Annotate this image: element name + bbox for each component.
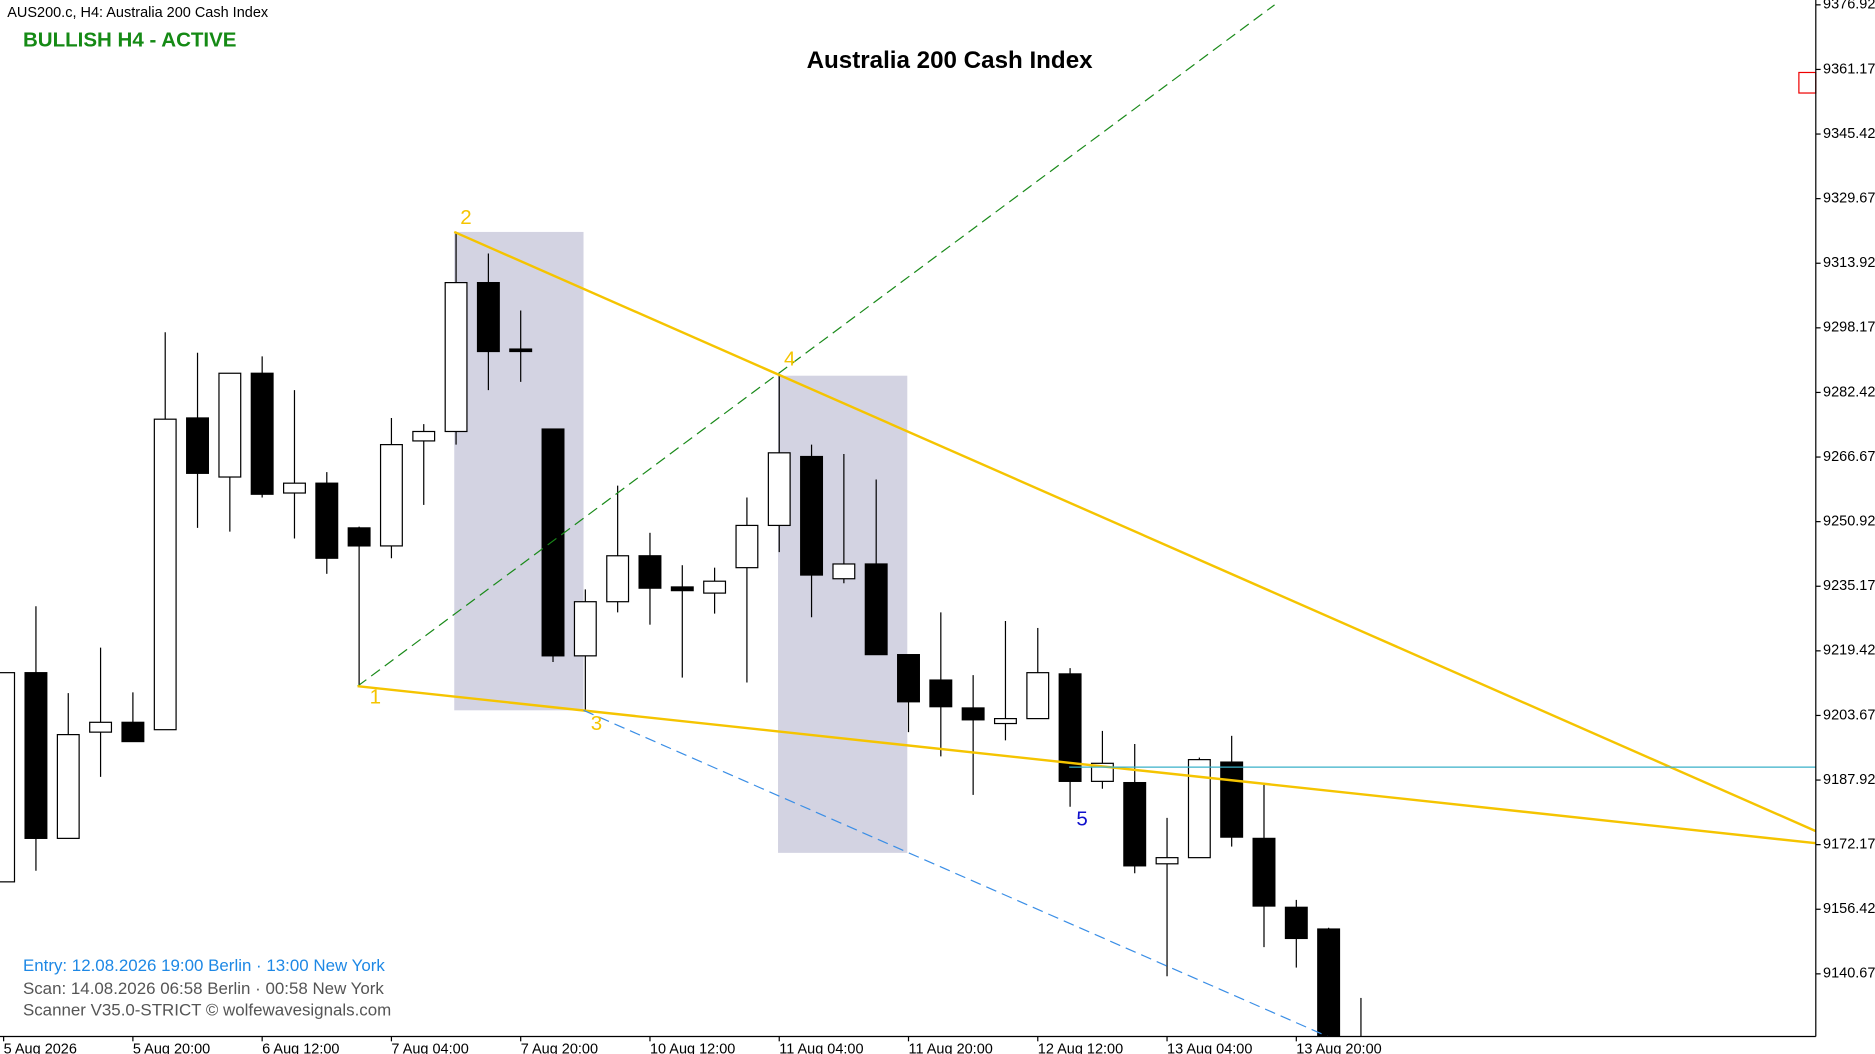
- y-tick-label: 9376.92: [1823, 0, 1875, 13]
- candle-down: [1317, 928, 1341, 1037]
- point-label: 2: [460, 206, 471, 229]
- chart-title: Australia 200 Cash Index: [807, 47, 1094, 74]
- point-label: 1: [370, 686, 381, 709]
- y-tick-label: 9187.92: [1823, 772, 1875, 788]
- target-line: [357, 4, 1275, 687]
- candle-down: [186, 417, 210, 474]
- y-tick-label: 9266.67: [1823, 449, 1875, 465]
- zone: [778, 375, 908, 853]
- candle-down: [1058, 673, 1082, 782]
- candles: [0, 231, 1362, 1037]
- candle-up: [0, 672, 16, 883]
- candle-up: [573, 601, 597, 657]
- candle-up: [1026, 672, 1050, 720]
- x-tick-label: 6 Aug 12:00: [262, 1042, 339, 1054]
- candle-up: [1187, 759, 1211, 859]
- candle-down: [638, 555, 662, 589]
- candle-up: [1155, 857, 1179, 865]
- candle-down: [1252, 837, 1276, 907]
- candle-up: [412, 430, 436, 442]
- x-tick-label: 13 Aug 20:00: [1296, 1042, 1381, 1054]
- candle-down: [864, 563, 888, 656]
- candle-up: [379, 444, 403, 547]
- candle-down: [541, 428, 565, 657]
- y-tick-label: 9156.42: [1823, 901, 1875, 917]
- candle-down: [1123, 781, 1147, 867]
- candle-down: [476, 281, 500, 353]
- candle-down: [800, 455, 824, 576]
- candle-down: [24, 672, 48, 839]
- candle-up: [606, 555, 630, 603]
- wedge-line: [453, 230, 1816, 833]
- x-tick-label: 7 Aug 04:00: [391, 1042, 468, 1054]
- x-tick-label: 10 Aug 12:00: [650, 1042, 735, 1054]
- x-tick-label: 7 Aug 20:00: [521, 1042, 598, 1054]
- candle-down: [1220, 761, 1244, 838]
- header: AUS200.c, H4: Australia 200 Cash Index: [7, 5, 269, 21]
- candle-up: [444, 281, 468, 433]
- candle-up: [703, 580, 727, 594]
- candle-down: [1284, 906, 1308, 940]
- candle-down: [509, 348, 533, 353]
- candle-up: [89, 721, 113, 733]
- candle-up: [993, 718, 1017, 725]
- wedge-line: [357, 684, 1816, 845]
- candle-up: [735, 524, 759, 569]
- x-tick-label: 11 Aug 04:00: [779, 1042, 863, 1054]
- y-tick-label: 9282.42: [1823, 384, 1875, 400]
- y-tick-label: 9219.42: [1823, 643, 1875, 659]
- y-tick-label: 9235.17: [1823, 578, 1875, 594]
- pattern-lines: [357, 4, 1816, 1037]
- candle-up: [832, 563, 856, 580]
- y-tick-label: 9172.17: [1823, 836, 1875, 852]
- y-tick-label: 9361.17: [1823, 61, 1875, 77]
- footer-line: Entry: 12.08.2026 19:00 Berlin · 13:00 N…: [23, 956, 385, 975]
- candle-up: [218, 372, 242, 478]
- y-tick-label: 9329.67: [1823, 190, 1875, 206]
- candle-down: [121, 721, 145, 743]
- footer-line: Scanner V35.0-STRICT © wolfewavesignals.…: [23, 1001, 391, 1020]
- x-tick-label: 12 Aug 12:00: [1038, 1042, 1123, 1054]
- point-label: 4: [784, 347, 795, 370]
- candle-down: [929, 679, 953, 708]
- y-tick-label: 9250.92: [1823, 513, 1875, 529]
- y-tick-label: 9140.67: [1823, 966, 1875, 982]
- candle-down: [250, 372, 274, 495]
- point-label: 5: [1076, 808, 1087, 831]
- x-tick-label: 5 Aug 2026: [4, 1042, 77, 1054]
- y-tick-label: 9345.42: [1823, 126, 1875, 142]
- y-tick-label: 9298.17: [1823, 320, 1875, 336]
- status: BULLISH H4 - ACTIVE: [23, 28, 237, 51]
- candle-up: [56, 733, 80, 839]
- y-tick-label: 9203.67: [1823, 707, 1875, 723]
- candle-down: [347, 527, 371, 547]
- footer-line: Scan: 14.08.2026 06:58 Berlin · 00:58 Ne…: [23, 979, 384, 998]
- candle-up: [153, 418, 177, 731]
- candle-down: [315, 482, 339, 559]
- candle-down: [670, 586, 694, 592]
- candle-down: [961, 707, 985, 721]
- candle-up: [767, 452, 791, 527]
- projection-line: [583, 709, 1328, 1037]
- x-tick-label: 5 Aug 20:00: [133, 1042, 210, 1054]
- candle-down: [897, 654, 920, 703]
- x-tick-label: 11 Aug 20:00: [909, 1042, 993, 1054]
- y-tick-label: 9313.92: [1823, 255, 1875, 271]
- candle-up: [283, 482, 306, 494]
- point-label: 3: [591, 712, 602, 735]
- x-tick-label: 13 Aug 04:00: [1167, 1042, 1252, 1054]
